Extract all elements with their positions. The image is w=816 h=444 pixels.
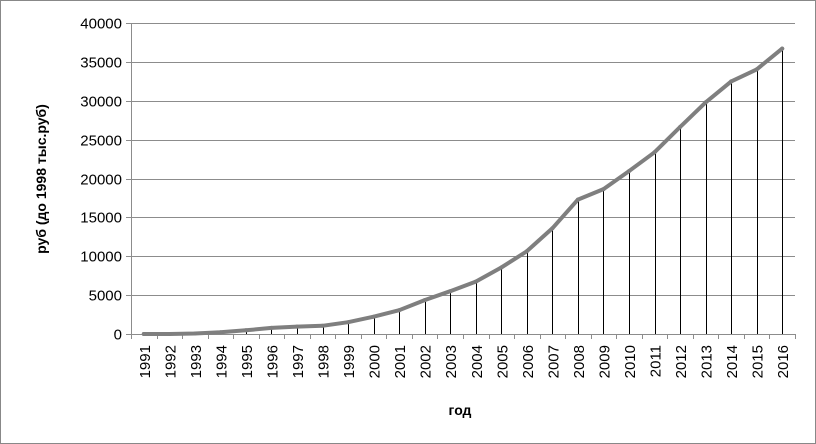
x-tick-label: 1998: [316, 345, 333, 378]
x-tick-label: 1997: [290, 345, 307, 378]
x-tick-label: 2007: [545, 345, 562, 378]
y-tick-label: 25000: [80, 133, 122, 150]
x-tick-label: 1991: [137, 345, 154, 378]
data-point: [371, 314, 376, 319]
y-tick-label: 20000: [80, 172, 122, 189]
x-tick-label: 2013: [699, 345, 716, 378]
x-tick-label: 2008: [571, 345, 588, 378]
data-point: [627, 169, 631, 174]
data-point: [754, 67, 759, 72]
y-tick-label: 15000: [80, 210, 122, 227]
data-point: [141, 332, 146, 336]
x-tick-label: 2011: [648, 345, 665, 377]
x-tick-label: 2002: [418, 345, 435, 378]
data-point: [397, 308, 402, 313]
x-tick-label: 2006: [520, 345, 537, 378]
data-point: [346, 320, 351, 325]
y-tick-label: 10000: [80, 249, 122, 266]
data-point: [448, 289, 453, 294]
data-point: [473, 279, 478, 284]
y-tick-label: 5000: [89, 288, 122, 305]
x-tick-label: 1993: [188, 345, 205, 378]
data-point: [550, 226, 555, 231]
data-point: [729, 79, 734, 84]
x-tick-label: 2009: [597, 345, 614, 378]
x-tick-label: 2000: [367, 345, 384, 378]
drop-lines-layer: [169, 48, 783, 334]
y-tick-labels: 0 5000 10000 15000 20000 25000 30000 35000 40000: [80, 16, 122, 344]
x-tick-label: 1992: [162, 345, 179, 378]
y-tick-label: 40000: [80, 16, 122, 33]
data-point: [524, 249, 529, 254]
data-point: [575, 197, 580, 202]
series-line: [141, 46, 785, 336]
data-point: [243, 328, 248, 333]
y-tick-label: 35000: [80, 55, 122, 72]
data-point: [320, 323, 325, 328]
grid-layer: [131, 23, 795, 296]
x-tick-label: 1999: [341, 345, 358, 378]
x-tick-labels: 1991 1992 1993 1994 1995 1996 1997 1998 1999 2000…: [137, 345, 792, 378]
x-tick-label: 2010: [622, 345, 639, 378]
x-tick-label: 2005: [494, 345, 511, 378]
data-point: [192, 331, 197, 336]
data-point: [269, 325, 274, 330]
x-tick-label: 1994: [213, 345, 230, 378]
x-tick-label: 2016: [775, 345, 792, 378]
y-tick-label: 0: [114, 327, 122, 344]
x-tick-label: 1995: [239, 345, 256, 378]
x-tick-label: 2015: [750, 345, 767, 378]
data-point: [167, 332, 172, 336]
data-point: [218, 330, 223, 335]
x-tick-label: 2001: [392, 345, 409, 378]
data-point: [422, 298, 427, 303]
data-point: [295, 324, 299, 329]
data-point: [678, 125, 683, 129]
y-tick-label: 30000: [80, 94, 122, 111]
x-axis-title: год: [449, 402, 472, 418]
data-point: [703, 100, 708, 105]
x-tick-label: 1996: [265, 345, 282, 378]
series-layer: [141, 46, 785, 336]
axis-layer: [126, 23, 796, 339]
data-point: [780, 46, 785, 51]
data-point: [601, 187, 606, 192]
x-tick-label: 2014: [724, 345, 741, 378]
x-tick-label: 2012: [673, 345, 690, 378]
data-point: [652, 150, 657, 155]
y-axis-title: руб (до 1998 тыс.руб): [33, 104, 49, 254]
x-tick-label: 2004: [469, 345, 486, 378]
x-tick-label: 2003: [443, 345, 460, 378]
data-point: [499, 265, 504, 270]
